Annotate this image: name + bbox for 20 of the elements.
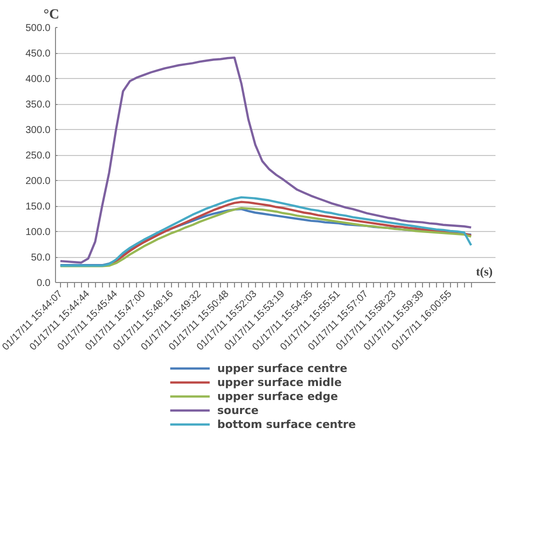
y-tick-label: 450.0 xyxy=(25,48,51,60)
line-series xyxy=(59,196,472,267)
y-tick-label: 50.0 xyxy=(31,252,51,264)
legend-label: source xyxy=(217,403,259,417)
y-tick-label: 500.0 xyxy=(25,23,51,34)
y-tick-label: 350.0 xyxy=(25,100,51,110)
x-axis-title: t(s) xyxy=(476,264,493,278)
y-tick-label: 100.0 xyxy=(25,227,51,238)
y-tick-label: 250.0 xyxy=(25,150,51,162)
line-series xyxy=(59,56,472,264)
legend-label: upper surface midle xyxy=(217,375,342,389)
y-tick-label: 400.0 xyxy=(25,74,51,85)
y-axis-title: °C xyxy=(44,8,60,22)
legend-label: upper surface edge xyxy=(217,389,338,403)
legend-label: upper surface centre xyxy=(217,361,348,375)
y-tick-label: 300.0 xyxy=(25,125,51,136)
y-tick-label: 0.0 xyxy=(36,278,51,289)
y-tick-label: 200.0 xyxy=(25,176,51,187)
legend-label: bottom surface centre xyxy=(217,417,356,431)
y-tick-label: 150.0 xyxy=(25,202,51,212)
